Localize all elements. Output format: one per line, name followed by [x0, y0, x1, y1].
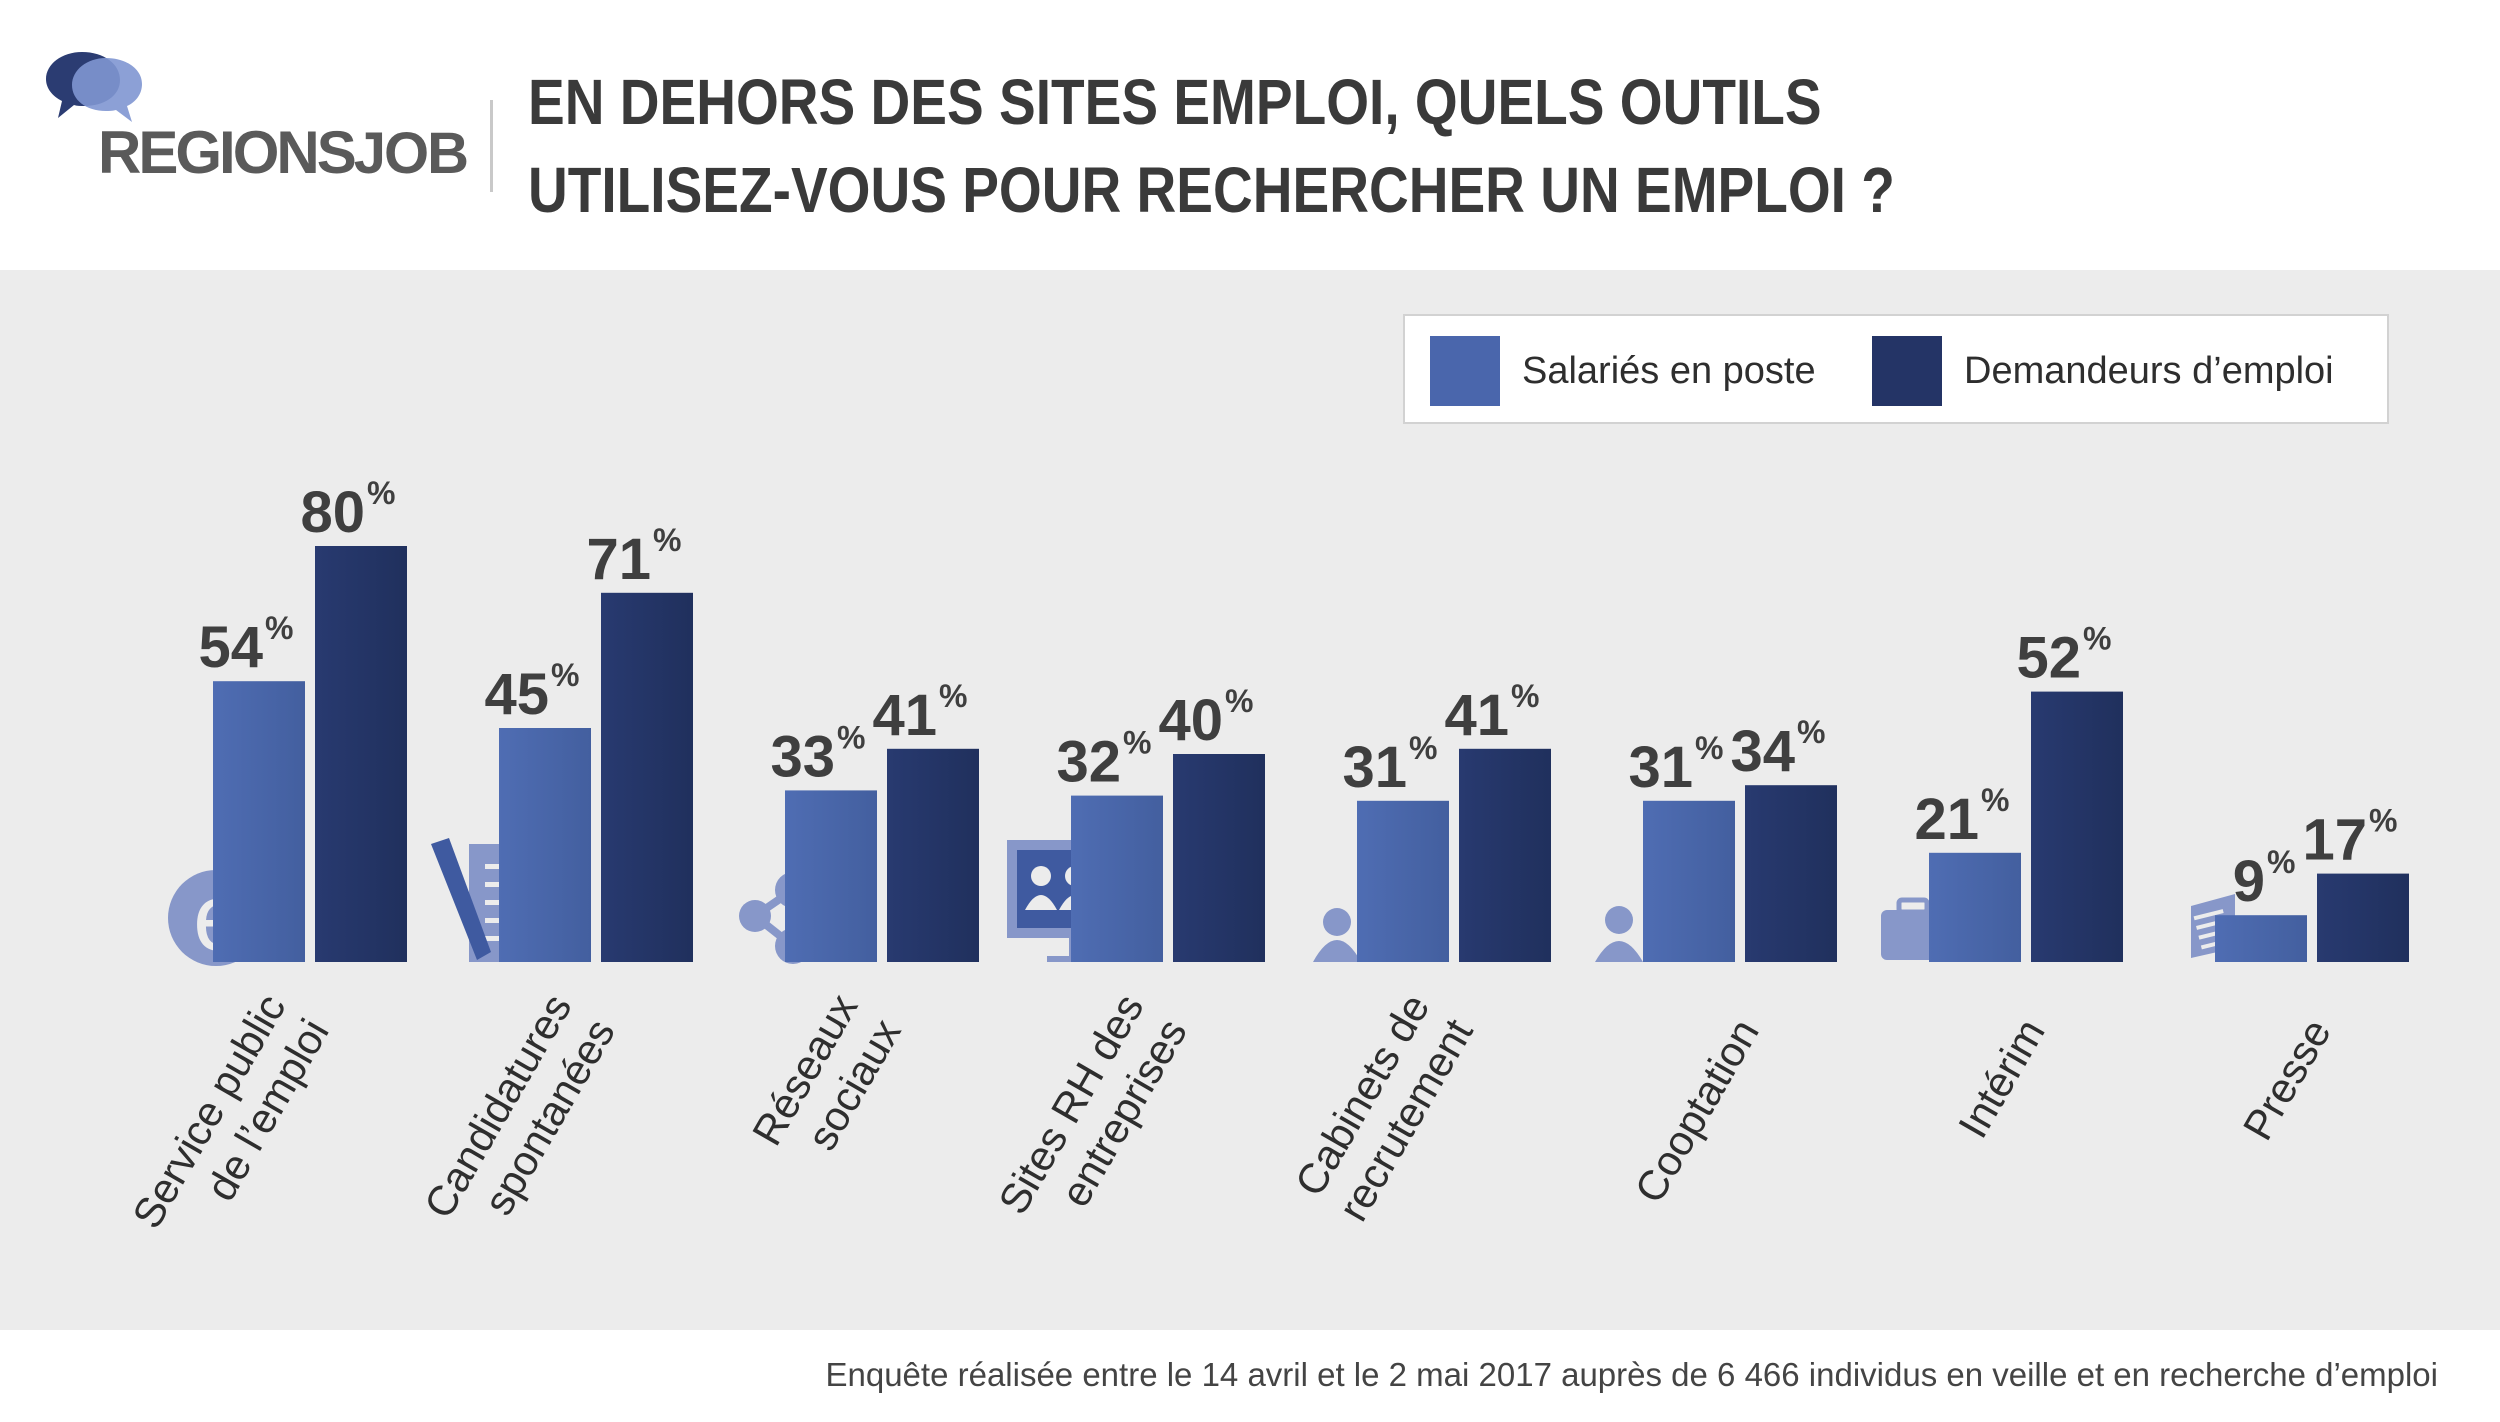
bar-salaries [1357, 800, 1449, 962]
data-label-value: 32 [1056, 730, 1121, 795]
category-label: Presse [2234, 1011, 2340, 1148]
chart-title: EN DEHORS DES SITES EMPLOI, QUELS OUTILS… [528, 58, 2162, 234]
category-label: Réseauxsociaux [743, 986, 910, 1178]
chart-title-line-2: UTILISEZ-VOUS POUR RECHERCHER UN EMPLOI … [528, 154, 1895, 226]
bar-salaries [213, 681, 305, 962]
data-label-unit: % [367, 475, 395, 511]
bar-demandeurs [1745, 785, 1837, 962]
data-label: 54% [198, 610, 293, 680]
data-label: 34% [1730, 714, 1825, 784]
bar-salaries [1643, 800, 1735, 962]
data-label-value: 52 [2016, 626, 2081, 691]
bars-layer [213, 546, 2409, 962]
logo-bubbles-icon [46, 52, 142, 122]
data-label-value: 41 [1444, 683, 1509, 748]
category-label: Intérim [1949, 1011, 2054, 1146]
data-label-unit: % [551, 657, 579, 693]
bar-demandeurs [2031, 691, 2123, 962]
header-divider [490, 100, 493, 192]
data-label-unit: % [2083, 621, 2111, 657]
data-label: 41% [872, 678, 967, 748]
data-label: 33% [770, 719, 865, 789]
data-label: 80% [300, 475, 395, 545]
bar-chart: e 54%80%Service publicde l’emploi45%71%C… [123, 475, 2409, 1261]
data-label-value: 41 [872, 683, 937, 748]
data-label-unit: % [1225, 683, 1253, 719]
data-label-unit: % [1123, 725, 1151, 761]
bar-demandeurs [887, 748, 979, 962]
category-label-line: Presse [2234, 1011, 2340, 1148]
data-label-unit: % [1695, 730, 1723, 766]
data-label: 31% [1628, 730, 1723, 800]
logo-text: REGIONSJOB [98, 118, 469, 187]
data-label: 52% [2016, 621, 2111, 691]
data-label-value: 80 [300, 480, 365, 545]
bar-demandeurs [2317, 873, 2409, 962]
data-label-value: 31 [1628, 735, 1693, 800]
legend-label-demandeurs: Demandeurs d’emploi [1964, 349, 2334, 392]
category-label: Cooptation [1626, 1011, 1768, 1210]
data-label-value: 31 [1342, 735, 1407, 800]
data-label-unit: % [1409, 730, 1437, 766]
data-label-value: 45 [484, 662, 549, 727]
data-label: 17% [2302, 803, 2397, 873]
data-label-value: 34 [1730, 719, 1795, 784]
logo-text-job: JOB [353, 121, 469, 186]
data-label-unit: % [2267, 844, 2295, 880]
legend-item-salaries: Salariés en poste [1430, 336, 1816, 406]
bar-salaries [2215, 915, 2307, 962]
data-label-value: 9 [2233, 849, 2265, 914]
bar-salaries [1071, 795, 1163, 962]
bar-salaries [785, 790, 877, 962]
data-label: 41% [1444, 678, 1539, 748]
data-label-value: 71 [586, 527, 651, 592]
legend-item-demandeurs: Demandeurs d’emploi [1872, 336, 2334, 406]
data-label-value: 21 [1914, 787, 1979, 852]
data-label-value: 40 [1158, 688, 1223, 753]
data-label-value: 17 [2302, 808, 2367, 873]
category-label-line: Intérim [1949, 1011, 2054, 1146]
data-label: 31% [1342, 730, 1437, 800]
data-label-unit: % [1797, 714, 1825, 750]
data-label: 9% [2233, 844, 2296, 914]
data-label-unit: % [837, 719, 865, 755]
bar-salaries [499, 728, 591, 962]
header: REGIONSJOB EN DEHORS DES SITES EMPLOI, Q… [0, 0, 2500, 268]
chart-title-line-1: EN DEHORS DES SITES EMPLOI, QUELS OUTILS [528, 66, 1822, 138]
legend-swatch-salaries [1430, 336, 1500, 406]
data-label-unit: % [1511, 678, 1539, 714]
footnote: Enquête réalisée entre le 14 avril et le… [825, 1356, 2438, 1393]
data-label-unit: % [653, 522, 681, 558]
data-label-value: 33 [770, 724, 835, 789]
data-label: 40% [1158, 683, 1253, 753]
data-label-unit: % [2369, 803, 2397, 839]
bar-demandeurs [1459, 748, 1551, 962]
bar-demandeurs [601, 592, 693, 962]
legend-label-salaries: Salariés en poste [1522, 349, 1816, 392]
data-label: 71% [586, 522, 681, 592]
category-label: Sites RH desentreprises [989, 986, 1196, 1247]
category-label: Cabinets derecrutement [1286, 986, 1482, 1229]
data-label-unit: % [939, 678, 967, 714]
data-label: 45% [484, 657, 579, 727]
data-label: 21% [1914, 782, 2009, 852]
bar-salaries [1929, 852, 2021, 962]
bar-demandeurs [315, 546, 407, 962]
category-label: Candidaturesspontanées [415, 986, 624, 1251]
logo-text-regions: REGIONS [98, 119, 357, 186]
bar-demandeurs [1173, 754, 1265, 962]
category-label-line: Cooptation [1626, 1011, 1768, 1210]
legend-swatch-demandeurs [1872, 336, 1942, 406]
legend: Salariés en poste Demandeurs d’emploi [1403, 314, 2389, 424]
category-label: Service publicde l’emploi [123, 986, 338, 1261]
data-label-unit: % [1981, 782, 2009, 818]
data-label-value: 54 [198, 615, 263, 680]
data-label-unit: % [265, 610, 293, 646]
data-label: 32% [1056, 725, 1151, 795]
